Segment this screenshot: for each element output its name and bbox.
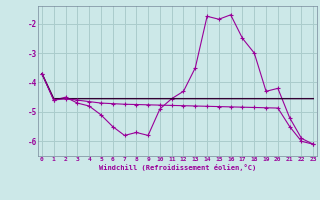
X-axis label: Windchill (Refroidissement éolien,°C): Windchill (Refroidissement éolien,°C): [99, 164, 256, 171]
